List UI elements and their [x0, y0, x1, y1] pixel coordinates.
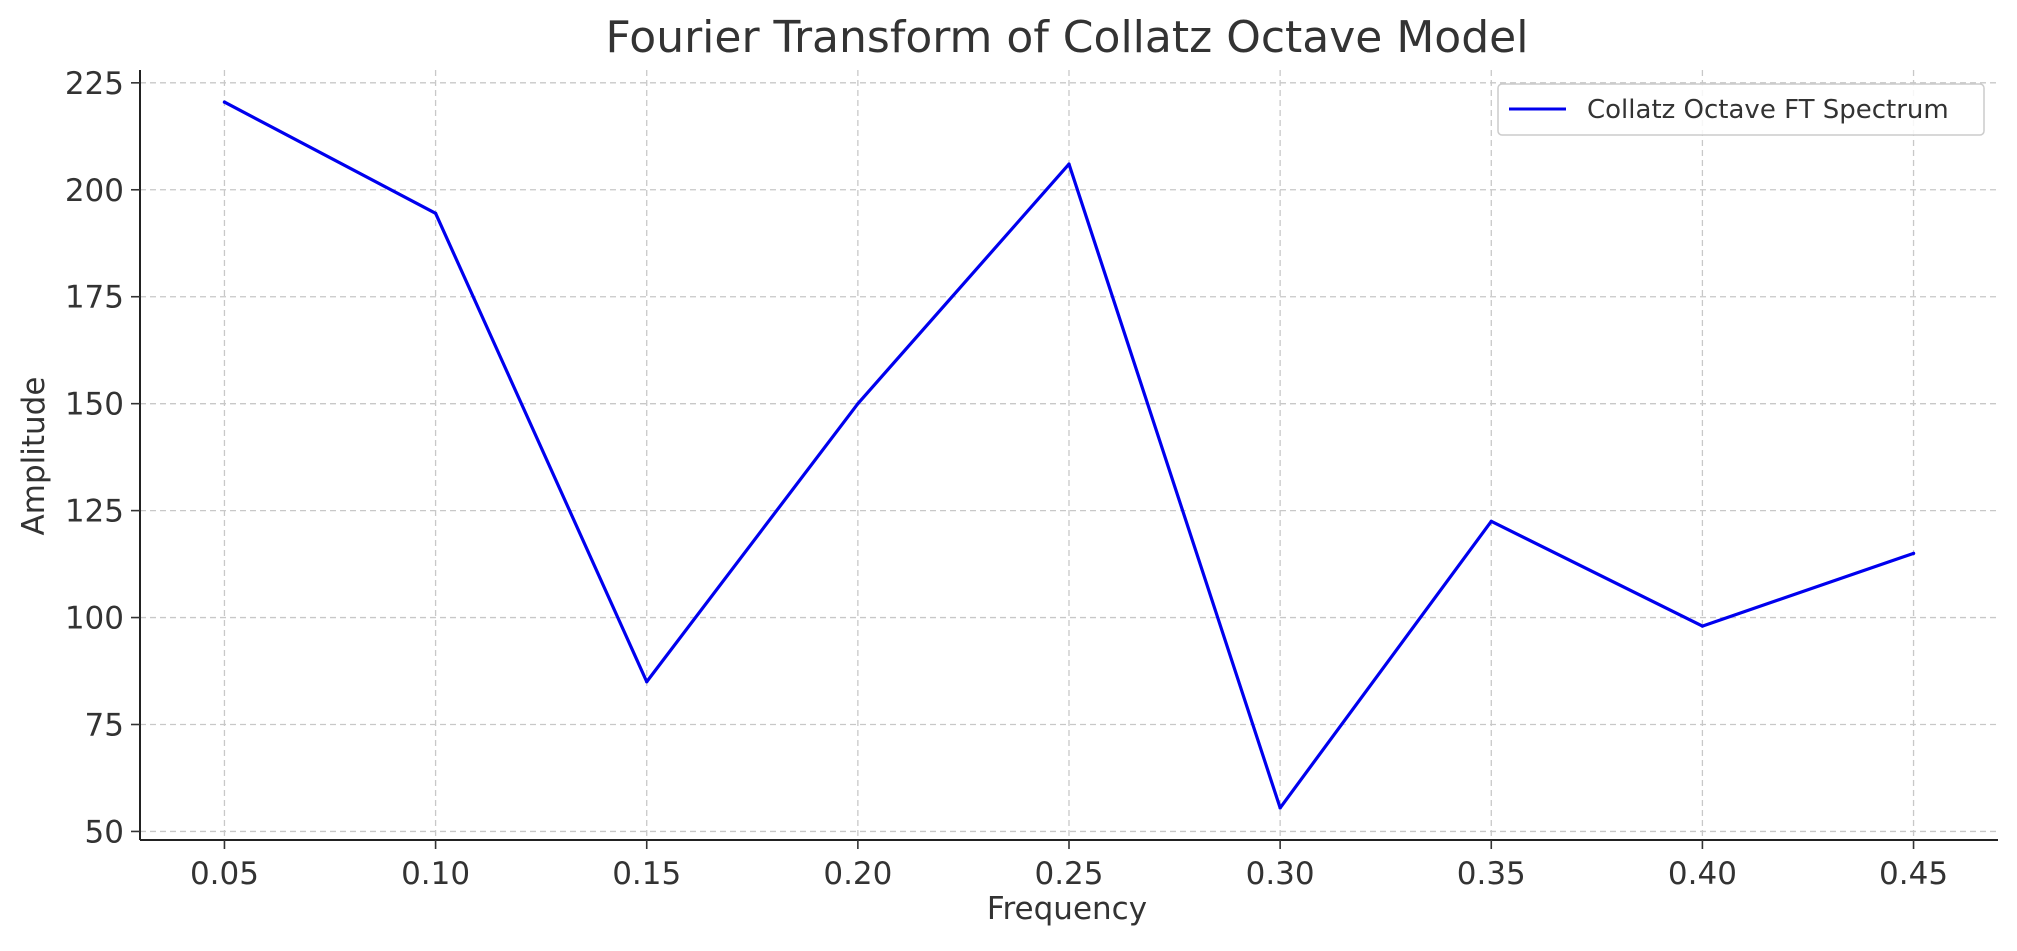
data-point [222, 100, 227, 104]
x-tick-label: 0.15 [612, 856, 681, 892]
x-tick-label: 0.35 [1457, 856, 1526, 892]
y-tick-label: 50 [85, 814, 124, 850]
y-tick-label: 125 [65, 494, 124, 530]
data-point [1278, 806, 1282, 810]
series-layer [222, 100, 1916, 810]
chart-title: Fourier Transform of Collatz Octave Mode… [606, 12, 1529, 63]
data-point [1067, 162, 1071, 166]
y-tick-label: 100 [65, 601, 124, 637]
x-tick-label: 0.30 [1246, 856, 1315, 892]
data-point [1700, 624, 1705, 628]
data-point [645, 680, 649, 684]
x-tick-label: 0.10 [401, 856, 470, 892]
data-point [1911, 551, 1916, 555]
x-tick-label: 0.40 [1668, 856, 1737, 892]
y-tick-label: 175 [65, 280, 124, 316]
y-axis-title: Amplitude [16, 377, 52, 536]
grid-lines [140, 70, 1998, 840]
y-tick-label: 75 [85, 708, 124, 744]
data-point [1489, 519, 1493, 523]
tick-marks: 0.05 0.10 0.15 0.20 0.25 0.30 0.35 0.40 0.45 50 75… [65, 66, 1948, 892]
y-tick-label: 225 [65, 66, 124, 102]
y-tick-label: 150 [65, 387, 124, 423]
legend-label: Collatz Octave FT Spectrum [1587, 95, 1949, 125]
legend-box [1497, 83, 1985, 136]
x-tick-label: 0.45 [1879, 856, 1948, 892]
x-tick-label: 0.20 [823, 856, 892, 892]
y-tick-label: 200 [65, 173, 124, 209]
x-tick-label: 0.25 [1034, 856, 1103, 892]
x-axis-title: Frequency [987, 891, 1147, 927]
x-tick-label: 0.05 [190, 856, 259, 892]
data-point [433, 211, 438, 215]
legend: Collatz Octave FT Spectrum [1497, 83, 1985, 136]
data-point [856, 402, 860, 406]
